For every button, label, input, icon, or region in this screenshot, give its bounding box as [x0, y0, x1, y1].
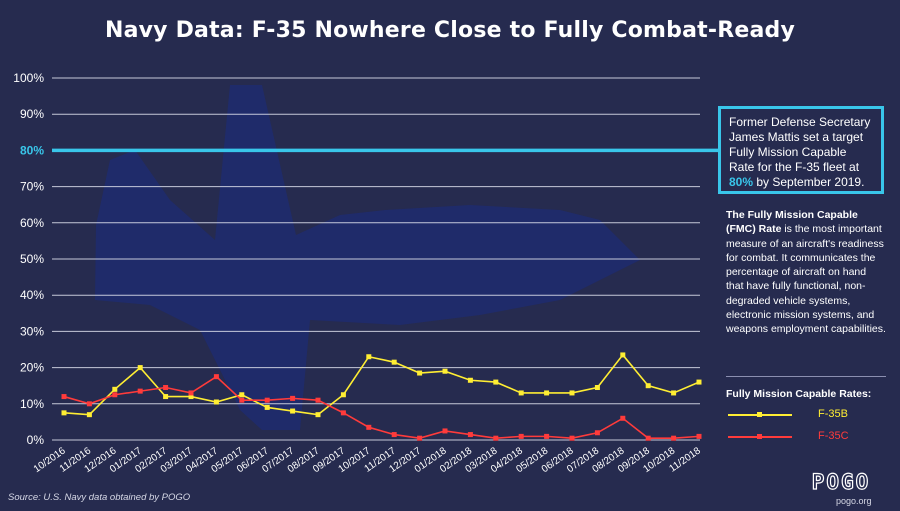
- data-point-f35b: [544, 390, 550, 396]
- data-point-f35b: [137, 365, 143, 371]
- data-point-f35c: [442, 428, 448, 434]
- data-point-f35c: [137, 388, 143, 394]
- target-callout: Former Defense Secretary James Mattis se…: [718, 106, 884, 194]
- x-axis-labels: 10/201611/201612/201601/201702/201703/20…: [32, 445, 703, 475]
- data-point-f35c: [366, 424, 372, 430]
- data-point-f35c: [467, 432, 473, 438]
- target-line: 80%: [20, 143, 718, 157]
- fmc-definition: The Fully Mission Capable (FMC) Rate is …: [726, 208, 886, 337]
- data-point-f35c: [671, 435, 677, 441]
- grid: [52, 77, 700, 441]
- data-point-f35c: [188, 390, 194, 396]
- legend-label-f35b: F-35B: [818, 408, 848, 420]
- legend-label-f35c: F-35C: [818, 430, 849, 442]
- legend-marker-f35b: [757, 412, 762, 417]
- y-tick-label: 90%: [20, 107, 44, 121]
- callout-text: Former Defense Secretary James Mattis se…: [729, 115, 871, 174]
- data-point-f35b: [163, 394, 169, 400]
- fmc-text: is the most important measure of an airc…: [726, 223, 886, 336]
- data-point-f35c: [264, 397, 270, 403]
- y-tick-label: 60%: [20, 216, 44, 230]
- target-label: 80%: [20, 143, 44, 157]
- site-url: pogo.org: [836, 496, 872, 506]
- data-point-f35c: [315, 397, 321, 403]
- data-point-f35c: [61, 394, 67, 400]
- data-point-f35b: [671, 390, 677, 396]
- series-line-f35c: [63, 375, 700, 440]
- data-point-f35b: [594, 385, 600, 391]
- y-tick-label: 100%: [13, 71, 44, 85]
- source-note: Source: U.S. Navy data obtained by POGO: [8, 492, 191, 503]
- y-tick-label: 50%: [20, 252, 44, 266]
- data-point-f35c: [620, 415, 626, 421]
- data-point-f35b: [112, 386, 118, 392]
- legend-item-f35b: F-35B: [726, 408, 886, 422]
- data-point-f35b: [366, 354, 372, 360]
- y-tick-label: 0%: [27, 433, 45, 447]
- chart-title: Navy Data: F-35 Nowhere Close to Fully C…: [104, 18, 795, 43]
- data-point-f35b: [264, 404, 270, 410]
- data-point-f35b: [467, 377, 473, 383]
- data-point-f35b: [493, 379, 499, 385]
- data-point-f35c: [493, 435, 499, 441]
- data-point-f35b: [239, 392, 245, 398]
- y-tick-label: 20%: [20, 361, 44, 375]
- series-line-f35b: [63, 353, 700, 416]
- data-point-f35b: [290, 408, 296, 414]
- data-point-f35c: [163, 385, 169, 391]
- data-point-f35b: [315, 412, 321, 418]
- data-point-f35b: [213, 399, 219, 405]
- y-tick-label: 30%: [20, 324, 44, 338]
- data-point-f35b: [340, 392, 346, 398]
- data-point-f35c: [417, 435, 423, 441]
- data-point-f35c: [645, 435, 651, 441]
- data-point-f35b: [645, 383, 651, 389]
- legend-item-f35c: F-35C: [726, 430, 886, 444]
- data-point-f35b: [620, 352, 626, 358]
- pogo-logo: POGO: [811, 469, 871, 494]
- callout-highlight: 80%: [729, 175, 754, 189]
- y-tick-label: 40%: [20, 288, 44, 302]
- aircraft-silhouette: [95, 85, 640, 430]
- data-point-f35b: [188, 394, 194, 400]
- y-tick-label: 10%: [20, 397, 44, 411]
- data-point-f35c: [569, 435, 575, 441]
- data-point-f35b: [442, 368, 448, 374]
- data-point-f35c: [544, 433, 550, 439]
- data-point-f35c: [239, 397, 245, 403]
- legend-divider: [726, 376, 886, 377]
- y-tick-label: 70%: [20, 180, 44, 194]
- y-axis-labels: 0% 10% 20% 30% 40% 50% 60% 70% 90% 100%: [13, 71, 44, 447]
- data-point-f35b: [417, 370, 423, 376]
- data-point-f35b: [61, 410, 67, 416]
- data-point-f35b: [86, 412, 92, 418]
- data-point-f35c: [290, 395, 296, 401]
- legend-marker-f35c: [757, 434, 762, 439]
- legend-title: Fully Mission Capable Rates:: [726, 388, 872, 400]
- data-point-f35c: [340, 410, 346, 416]
- series-layer: [61, 352, 702, 441]
- data-point-f35c: [594, 430, 600, 436]
- data-point-f35b: [518, 390, 524, 396]
- data-point-f35c: [518, 433, 524, 439]
- data-point-f35b: [391, 359, 397, 365]
- data-point-f35c: [391, 432, 397, 438]
- data-point-f35b: [569, 390, 575, 396]
- data-point-f35c: [696, 433, 702, 439]
- data-point-f35c: [213, 374, 219, 380]
- data-point-f35b: [696, 379, 702, 385]
- data-point-f35c: [86, 401, 92, 407]
- fmc-term: The Fully Mission Capable (FMC) Rate: [726, 209, 858, 236]
- callout-text-end: by September 2019.: [753, 175, 865, 189]
- data-point-f35c: [112, 392, 118, 398]
